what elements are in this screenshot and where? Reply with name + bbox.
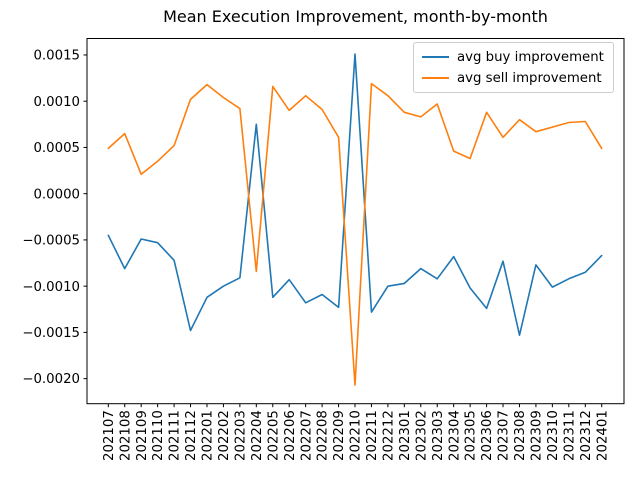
legend-line-sample-sell — [422, 77, 449, 79]
legend-line-sample-buy — [422, 56, 449, 58]
x-tick-label: 202207 — [299, 410, 314, 461]
x-tick-label: 202311 — [562, 410, 577, 461]
x-tick-label: 202110 — [151, 410, 166, 461]
y-tick-label: 0.0005 — [33, 141, 80, 156]
x-tick-label: 202210 — [349, 410, 364, 461]
x-tick-label: 202208 — [316, 410, 331, 461]
x-tick-label: 202401 — [595, 410, 610, 461]
x-tick-label: 202202 — [217, 410, 232, 461]
x-tick-label: 202204 — [250, 410, 265, 461]
x-tick-label: 202201 — [201, 410, 216, 461]
plot-border — [86, 38, 625, 405]
y-tick-label: −0.0015 — [22, 326, 80, 341]
y-tick-label: 0.0000 — [33, 187, 80, 202]
legend-label-buy: avg buy improvement — [457, 49, 604, 65]
x-tick-label: 202212 — [381, 410, 396, 461]
y-tick-label: −0.0010 — [22, 280, 80, 295]
legend: avg buy improvement avg sell improvement — [413, 42, 614, 93]
x-tick-label: 202312 — [579, 410, 594, 461]
x-tick-label: 202203 — [233, 410, 248, 461]
x-tick-label: 202108 — [118, 410, 133, 461]
legend-item-avg-buy-improvement: avg buy improvement — [422, 48, 604, 66]
x-tick-label: 202307 — [497, 410, 512, 461]
x-tick-label: 202306 — [480, 410, 495, 461]
x-tick-label: 202205 — [266, 410, 281, 461]
x-tick-label: 202303 — [431, 410, 446, 461]
buy-improvement-line — [107, 53, 603, 337]
y-tick-label: 0.0015 — [33, 49, 80, 64]
x-tick-label: 202304 — [447, 410, 462, 461]
legend-label-sell: avg sell improvement — [457, 70, 602, 86]
x-tick-label: 202309 — [530, 410, 545, 461]
y-tick-label: 0.0010 — [33, 95, 80, 110]
x-tick-label: 202301 — [398, 410, 413, 461]
y-tick-label: −0.0005 — [22, 234, 80, 249]
x-tick-label: 202308 — [513, 410, 528, 461]
x-tick-label: 202310 — [546, 410, 561, 461]
sell-improvement-line — [107, 82, 603, 386]
x-tick-label: 202206 — [283, 410, 298, 461]
x-tick-label: 202109 — [135, 410, 150, 461]
x-tick-label: 202211 — [365, 410, 380, 461]
legend-item-avg-sell-improvement: avg sell improvement — [422, 69, 604, 87]
x-tick-label: 202107 — [102, 410, 117, 461]
x-tick-label: 202209 — [332, 410, 347, 461]
x-tick-label: 202111 — [168, 410, 183, 461]
y-tick-label: −0.0020 — [22, 372, 80, 387]
x-tick-label: 202112 — [184, 410, 199, 461]
chart-title: Mean Execution Improvement, month-by-mon… — [163, 7, 548, 26]
x-tick-label: 202302 — [414, 410, 429, 461]
x-tick-label: 202305 — [464, 410, 479, 461]
